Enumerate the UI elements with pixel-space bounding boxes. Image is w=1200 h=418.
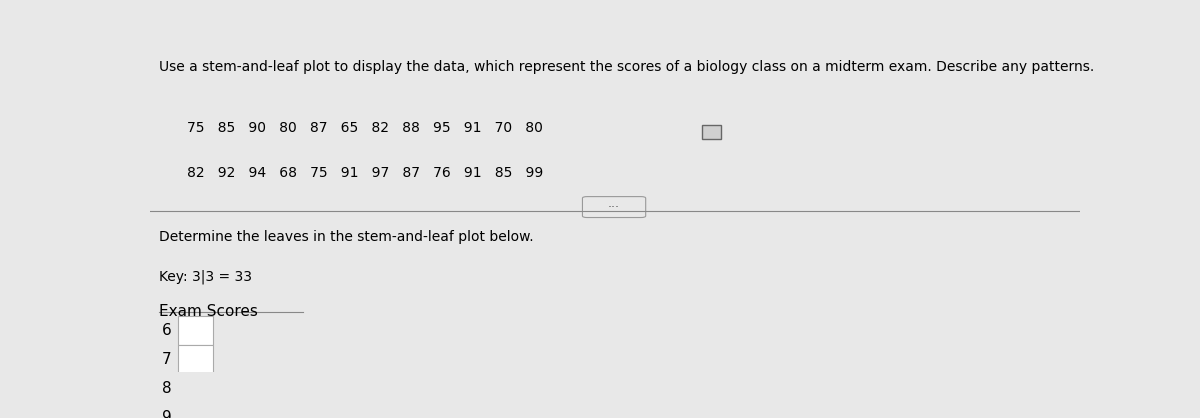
Text: 7: 7 [162,352,172,367]
Text: 75   85   90   80   87   65   82   88   95   91   70   80: 75 85 90 80 87 65 82 88 95 91 70 80 [187,121,544,135]
Text: Exam Scores: Exam Scores [160,304,258,319]
Bar [178,345,214,374]
Bar [178,403,214,418]
Text: Determine the leaves in the stem-and-leaf plot below.: Determine the leaves in the stem-and-lea… [160,230,534,245]
Text: 8: 8 [162,381,172,395]
Text: 6: 6 [162,323,172,338]
FancyBboxPatch shape [582,196,646,217]
Text: Use a stem-and-leaf plot to display the data, which represent the scores of a bi: Use a stem-and-leaf plot to display the … [160,60,1094,74]
FancyBboxPatch shape [702,125,721,139]
Text: Key: 3|3 = 33: Key: 3|3 = 33 [160,269,252,283]
Bar [178,374,214,403]
Bar [178,316,214,345]
Text: 9: 9 [162,410,172,418]
Text: ···: ··· [608,201,620,214]
Text: 82   92   94   68   75   91   97   87   76   91   85   99: 82 92 94 68 75 91 97 87 76 91 85 99 [187,166,544,180]
